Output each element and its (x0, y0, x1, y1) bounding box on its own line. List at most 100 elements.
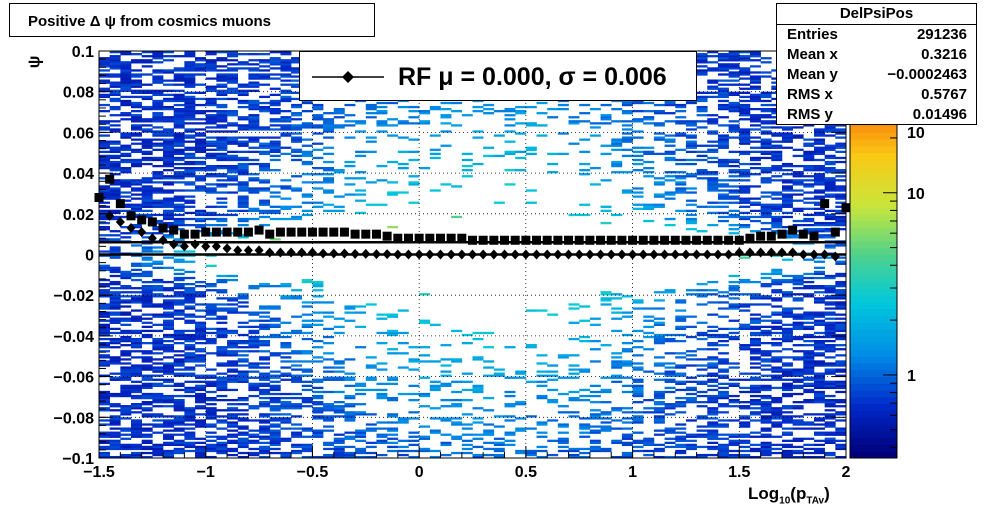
sigma-marker (638, 235, 648, 245)
sigma-marker (275, 227, 285, 237)
stats-box: DelPsiPos Entries 291236 Mean x 0.3216 Mea… (776, 3, 977, 125)
palette-band (850, 417, 897, 425)
palette-band (850, 159, 897, 167)
sigma-marker (542, 235, 552, 245)
palette-label: 1 (907, 368, 916, 385)
sigma-marker (617, 235, 627, 245)
mean-marker (756, 247, 766, 258)
mean-marker (606, 249, 616, 260)
palette-band (850, 322, 897, 330)
palette-band (850, 234, 897, 242)
sigma-marker (777, 229, 787, 239)
mean-marker (126, 223, 136, 234)
sigma-marker (446, 233, 456, 243)
palette-band (850, 125, 897, 133)
palette-band (850, 247, 897, 255)
mean-marker (820, 249, 830, 260)
palette-band (850, 268, 897, 276)
palette-band (850, 444, 897, 452)
mean-marker (542, 249, 552, 260)
palette-band (850, 193, 897, 201)
mean-marker (190, 239, 200, 250)
x-tick-label: −0.5 (297, 464, 329, 481)
mean-marker (254, 245, 264, 256)
y-tick-label: −0.08 (54, 410, 95, 427)
palette-label: 10 (907, 125, 925, 142)
sigma-marker (702, 235, 712, 245)
palette-band (850, 437, 897, 445)
sigma-marker (798, 229, 808, 239)
sigma-marker (628, 235, 638, 245)
x-tick-label: −1 (197, 464, 215, 481)
palette-band (850, 139, 897, 147)
palette-band (850, 254, 897, 262)
mean-marker (500, 249, 510, 260)
palette-band (850, 288, 897, 296)
sigma-marker (137, 215, 147, 225)
mean-marker (745, 247, 755, 258)
sigma-marker (126, 211, 136, 221)
sigma-marker (105, 174, 115, 184)
mean-marker (233, 245, 243, 256)
mean-marker (265, 247, 275, 258)
palette-band (850, 173, 897, 181)
stats-row: RMS x 0.5767 (787, 86, 967, 103)
sigma-marker (649, 235, 659, 245)
y-tick-label: 0 (85, 248, 94, 265)
stats-row: Entries 291236 (787, 26, 967, 43)
x-tick-label: 2 (842, 464, 851, 481)
sigma-marker (339, 227, 349, 237)
palette-band (850, 349, 897, 357)
palette-band (850, 240, 897, 249)
palette-band (850, 220, 897, 228)
sigma-marker (307, 227, 317, 237)
palette-band (850, 335, 897, 344)
mean-marker (446, 249, 456, 260)
mean-marker (585, 249, 595, 260)
sigma-marker (692, 235, 702, 245)
mean-marker (532, 249, 542, 260)
title-box: Positive Δ ψ from cosmics muons (9, 3, 375, 37)
sigma-marker (435, 233, 445, 243)
legend-entry: RF μ = 0.000, σ = 0.006 (398, 63, 667, 91)
sigma-marker (532, 235, 542, 245)
sigma-marker (286, 227, 296, 237)
mean-marker (574, 249, 584, 260)
palette-band (850, 179, 897, 188)
palette-band (850, 369, 897, 378)
mean-marker (339, 248, 349, 259)
y-tick-label: 0.08 (63, 85, 94, 102)
mean-marker (201, 241, 211, 252)
palette-band (850, 301, 897, 310)
stats-row: Mean y −0.0002463 (787, 66, 967, 83)
x-tick-label: 1.5 (728, 464, 750, 481)
sigma-marker (115, 199, 125, 209)
sigma-marker (425, 233, 435, 243)
mean-marker (147, 233, 157, 244)
mean-marker (734, 247, 744, 258)
sigma-marker (179, 229, 189, 239)
y-tick-label: 0.02 (63, 207, 94, 224)
y-tick-label: 0.04 (63, 166, 94, 183)
mean-marker (660, 249, 670, 260)
sigma-marker (201, 227, 211, 237)
palette-band (850, 261, 897, 269)
sigma-marker (596, 235, 606, 245)
sigma-marker (243, 227, 253, 237)
palette-band (850, 424, 897, 432)
mean-marker (318, 248, 328, 259)
mean-marker (649, 249, 659, 260)
stats-row: RMS y 0.01496 (787, 106, 967, 123)
mean-marker (468, 249, 477, 260)
palette-band (850, 451, 897, 459)
mean-marker (361, 248, 371, 259)
legend-marker-icon (312, 71, 384, 83)
mean-marker (702, 249, 712, 260)
sigma-marker (500, 235, 510, 245)
mean-marker (724, 249, 734, 260)
palette-band (850, 281, 897, 289)
x-tick-label: −1.5 (83, 464, 115, 481)
sigma-marker (788, 225, 798, 235)
mean-marker (425, 249, 435, 260)
palette-band (850, 396, 897, 405)
